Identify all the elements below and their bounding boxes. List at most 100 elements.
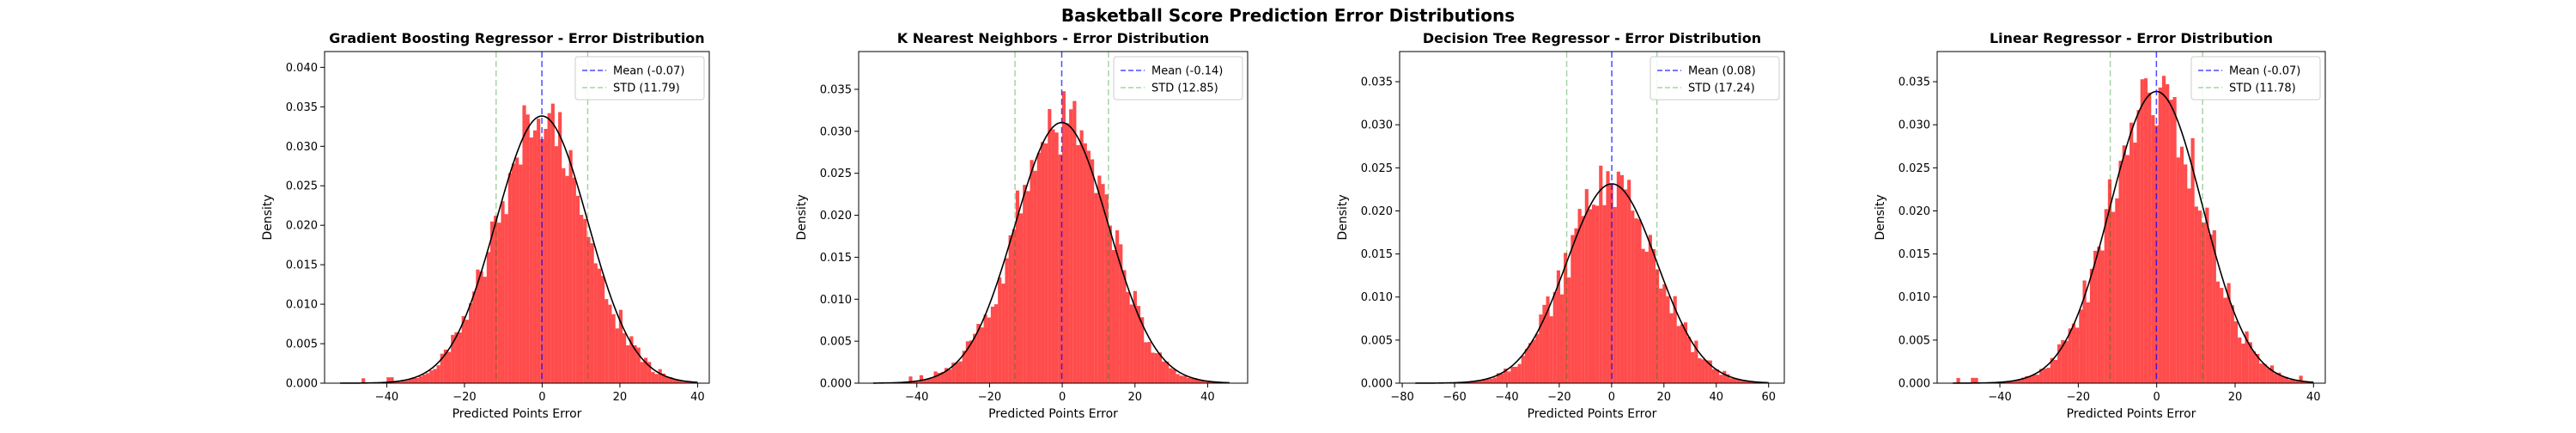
histogram-bar [1122,270,1126,383]
histogram-bar [2097,247,2100,383]
histogram-bar [508,173,512,383]
histogram-bar [601,276,605,383]
histogram-bar [2263,364,2266,383]
histogram-bar [569,150,573,383]
histogram-bar [1500,374,1504,383]
histogram-bar [980,327,983,383]
histogram-bar [2238,338,2241,383]
histogram-bar [419,376,422,383]
histogram-bar [565,176,568,383]
x-axis-label: Predicted Points Error [2067,407,2196,421]
histogram-bar [1518,364,1522,383]
histogram-bar [2136,110,2140,383]
legend-mean-label: Mean (-0.07) [2229,65,2300,78]
histogram-bar [1180,375,1183,383]
x-tick-label: 20 [1657,391,1672,404]
histogram-bar [1670,314,1674,383]
y-tick-label: 0.025 [820,168,852,180]
subplot-title: K Nearest Neighbors - Error Distribution [897,30,1210,46]
histogram-bar [1130,304,1133,383]
y-tick-label: 0.005 [1899,334,1930,347]
x-tick-label: −80 [1390,391,1413,404]
histogram-bar [447,352,451,383]
legend-mean-label: Mean (-0.07) [613,65,684,78]
histogram-bar [1009,235,1012,383]
histogram-bar [1712,369,1716,383]
histogram-bar [641,362,644,383]
histogram-bar [416,378,419,383]
x-tick-label: −40 [1988,391,2011,404]
histogram-bar [1183,376,1187,383]
histogram-bar [1525,349,1528,383]
y-axis-label: Density [1874,194,1887,240]
histogram-bar [562,168,565,383]
y-axis-label: Density [261,194,275,240]
histogram-bar [1055,132,1059,383]
histogram-bar [2148,93,2151,383]
histogram-bar [955,363,958,383]
histogram-bar [1127,292,1130,383]
histogram-bar [1528,343,1532,383]
legend-std-label: STD (11.78) [2229,82,2296,95]
x-tick-label: −20 [1547,391,1571,404]
x-tick-label: 20 [613,391,628,404]
histogram-bar [490,222,494,383]
histogram-bar [512,163,515,383]
histogram-bar [591,243,594,383]
histogram-bar [994,304,998,383]
histogram-bar [594,263,598,383]
histogram-bar [1687,337,1691,383]
histogram-bar [2105,209,2108,383]
histogram-bar [1613,207,1617,383]
histogram-bar [626,345,629,383]
legend-std-label: STD (12.85) [1151,82,1218,95]
histogram-bar [616,328,619,383]
y-tick-label: 0.005 [286,338,318,351]
histogram-bar [526,114,530,383]
histogram-bar [1592,204,1595,383]
y-tick-label: 0.010 [286,299,318,312]
histogram-bar [2100,251,2104,383]
histogram-bar [1571,235,1574,383]
histogram-bar [1550,316,1553,383]
x-tick-label: −40 [375,391,398,404]
histogram-bar [558,113,562,383]
histogram-bar [1069,109,1072,383]
histogram-bar [2141,79,2144,383]
histogram-bar [959,362,963,383]
histogram-bar [472,291,476,383]
histogram-bar [2288,380,2292,383]
histogram-bar [1582,216,1585,383]
histogram-bar [1172,369,1176,383]
histogram-bar [1044,143,1048,383]
histogram-bar [1652,249,1656,383]
histogram-bar [2223,298,2227,383]
histogram-bar [1097,175,1101,383]
histogram-bar [1553,292,1557,383]
histogram-bar [2195,206,2198,383]
histogram-bar [2231,305,2234,383]
histogram-bar [1147,342,1151,383]
histogram-bar [1680,324,1684,383]
histogram-bar [2241,344,2245,383]
y-tick-label: 0.020 [820,210,852,223]
histogram-bar [2093,251,2097,383]
histogram-bar [1091,159,1094,383]
histogram-bar [1578,209,1582,383]
figure-title: Basketball Score Prediction Error Distri… [1061,5,1515,26]
histogram-bar [458,332,461,383]
histogram-bar [2187,188,2190,383]
histogram-bar [1617,172,1620,383]
histogram-bar [548,113,551,383]
histogram-bar [433,369,436,383]
histogram-bars [873,91,1230,383]
y-tick-label: 0.005 [820,336,852,349]
histogram-bar [969,340,973,383]
histogram-bar [623,333,626,383]
histogram-bar [537,119,540,383]
histogram-bar [1151,352,1155,383]
y-tick-label: 0.000 [286,378,318,391]
y-tick-label: 0.020 [286,220,318,233]
